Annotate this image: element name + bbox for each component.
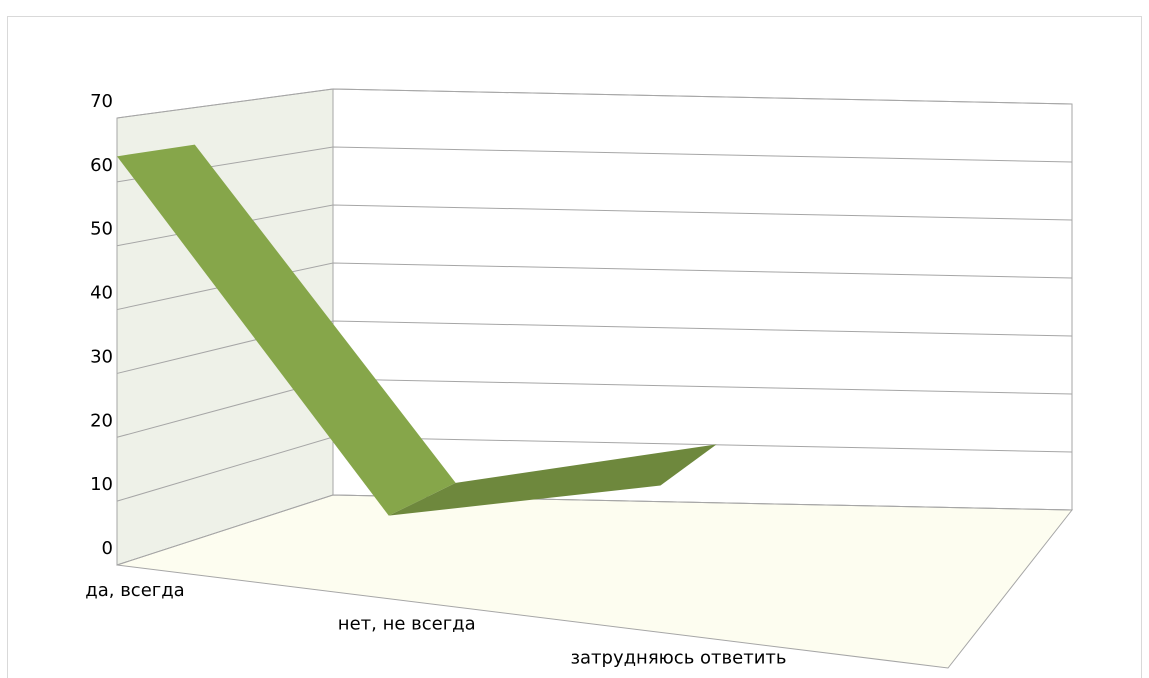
y-tick-label: 30 xyxy=(90,346,113,367)
y-tick-label: 50 xyxy=(90,219,113,240)
y-tick-label: 40 xyxy=(90,283,113,304)
y-tick-label: 60 xyxy=(90,155,113,176)
x-tick-label: нет, не всегда xyxy=(338,614,476,635)
y-tick-label: 0 xyxy=(102,538,113,559)
ribbon-segment xyxy=(117,144,456,516)
grid-line xyxy=(116,88,1073,119)
y-tick-label: 10 xyxy=(90,474,113,495)
floor xyxy=(116,494,1074,669)
y-tick-label: 20 xyxy=(90,410,113,431)
chart-frame xyxy=(7,16,1142,678)
grid-line xyxy=(116,494,1073,566)
grid-line xyxy=(116,320,1073,374)
x-tick-label: да, всегда xyxy=(85,580,184,601)
grid-line xyxy=(116,262,1073,311)
x-tick-label: затрудняюсь ответить xyxy=(570,647,786,668)
ribbon-segment xyxy=(388,444,717,516)
y-tick-label: 70 xyxy=(90,91,113,112)
